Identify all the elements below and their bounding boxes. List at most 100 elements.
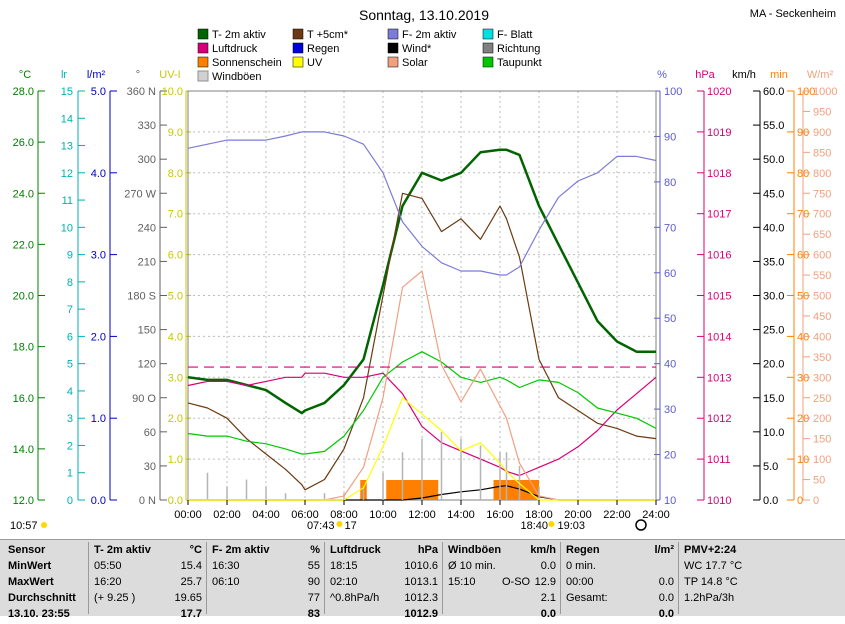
x-tick-label: 24:00 bbox=[642, 509, 670, 521]
axis-tick-label-lr: 7 bbox=[67, 304, 73, 316]
summary-panel: Sensor MinWert MaxWert Durchschnitt 13.10. 2… bbox=[0, 539, 845, 620]
series-line-t-2m-aktiv bbox=[187, 148, 656, 415]
summary-row: 05:50 15.4 bbox=[94, 560, 202, 576]
legend-sonnenschein-label: Sonnenschein bbox=[212, 57, 282, 69]
summary-cell-value: 2.1 bbox=[540, 592, 556, 604]
summary-row: TP 14.8 °C bbox=[684, 576, 834, 592]
axis-tick-label-solar: 500 bbox=[813, 291, 831, 303]
sunshine-bars bbox=[360, 480, 539, 500]
summary-row: (+ 9.25 ) 19.65 bbox=[94, 592, 202, 608]
summary-header-label: Sensor bbox=[8, 544, 46, 556]
sun-icon bbox=[336, 521, 343, 527]
summary-cell-value: 25.7 bbox=[180, 576, 202, 588]
summary-cell-label: 02:10 bbox=[330, 576, 358, 588]
summary-row: MaxWert bbox=[8, 576, 88, 592]
summary-column-separator bbox=[206, 542, 207, 614]
summary-cell-value: 55 bbox=[307, 560, 320, 572]
sunshine-bar bbox=[493, 480, 539, 500]
summary-row: 0 min. bbox=[566, 560, 674, 576]
axis-tick-label-solar: 900 bbox=[813, 127, 831, 139]
summary-row: 17.7 bbox=[94, 608, 202, 624]
x-tick-label: 00:00 bbox=[174, 509, 202, 521]
axis-tick-label-rain: 4.0 bbox=[91, 168, 106, 180]
axis-tick-label-dir: 330 bbox=[138, 120, 156, 132]
axis-unit-solar: W/m² bbox=[807, 69, 834, 81]
summary-cell-value: 12.9 bbox=[534, 576, 556, 588]
summary-cell-label: 16:30 bbox=[212, 560, 240, 572]
axis-tick-label-lr: 14 bbox=[61, 113, 73, 125]
summary-cell-value: 17.7 bbox=[180, 608, 202, 620]
summary-cell-label: 05:50 bbox=[94, 560, 122, 572]
axis-tick-label-dir: 30 bbox=[144, 461, 156, 473]
axis-tick-label-hum: 40 bbox=[664, 359, 676, 371]
summary-header-unit: l/m² bbox=[654, 544, 674, 556]
axis-tick-label-lr: 9 bbox=[67, 250, 73, 262]
legend-f2m-label: F- 2m aktiv bbox=[402, 29, 457, 41]
series-line-uv bbox=[188, 397, 656, 501]
legend-luftdruck-label: Luftdruck bbox=[212, 43, 258, 55]
legend-t2m-swatch bbox=[197, 28, 209, 40]
axis-tick-label-hum: 90 bbox=[664, 131, 676, 143]
summary-column-header: Sensor bbox=[8, 544, 88, 560]
summary-cell-label: Gesamt: bbox=[566, 592, 608, 604]
summary-header-label: PMV+2:24 bbox=[684, 544, 737, 556]
summary-header-label: Regen bbox=[566, 544, 600, 556]
summary-cell-label: 1.2hPa/3h bbox=[684, 592, 735, 604]
axis-tick-label-press: 1020 bbox=[707, 86, 731, 98]
sunrise-suffix: 17 bbox=[344, 520, 356, 532]
axis-tick-label-hum: 80 bbox=[664, 177, 676, 189]
axis-tick-label-solar: 400 bbox=[813, 331, 831, 343]
axis-tick-label-press: 1019 bbox=[707, 127, 731, 139]
summary-row bbox=[684, 608, 834, 624]
summary-column-separator bbox=[324, 542, 325, 614]
summary-row: 16:30 55 bbox=[212, 560, 320, 576]
axis-tick-label-temp: 18.0 bbox=[13, 342, 34, 354]
series-group bbox=[187, 131, 657, 501]
summary-column-separator bbox=[442, 542, 443, 614]
sun-moon-events: 10:57 07:43 17 18:40 19:03 bbox=[10, 519, 647, 532]
axis-tick-label-wind: 30.0 bbox=[763, 291, 784, 303]
axis-tick-label-min: 100 bbox=[797, 86, 815, 98]
axis-tick-label-lr: 5 bbox=[67, 359, 73, 371]
axis-tick-label-press: 1018 bbox=[707, 168, 731, 180]
summary-header-label: F- 2m aktiv bbox=[212, 544, 270, 556]
axis-unit-wind: km/h bbox=[732, 69, 756, 81]
summary-row: Gesamt: 0.0 bbox=[566, 592, 674, 608]
axis-tick-label-dir: 90 O bbox=[132, 393, 156, 405]
summary-column-header: Regen l/m² bbox=[566, 544, 674, 560]
axis-tick-label-wind: 0.0 bbox=[763, 495, 778, 507]
summary-cell-value: 0.0 bbox=[658, 576, 674, 588]
axis-unit-press: hPa bbox=[695, 69, 715, 81]
legend-uv-label: UV bbox=[307, 57, 323, 69]
axis-unit-hum: % bbox=[657, 69, 667, 81]
summary-row: 2.1 bbox=[448, 592, 556, 608]
summary-row: 15:10 O-SO 12.9 bbox=[448, 576, 556, 592]
axis-tick-label-hum: 70 bbox=[664, 222, 676, 234]
axis-tick-label-wind: 20.0 bbox=[763, 359, 784, 371]
summary-cell-extra: O-SO bbox=[502, 576, 531, 588]
axis-tick-label-hum: 10 bbox=[664, 495, 676, 507]
summary-row: Ø 10 min. 0.0 bbox=[448, 560, 556, 576]
summary-column: F- 2m aktiv% 16:30 55 06:10 90 77 83 bbox=[212, 544, 320, 624]
summary-row: ^0.8hPa/h 1012.3 bbox=[330, 592, 438, 608]
series-line-luftdruck bbox=[187, 372, 657, 477]
axis-unit-temp: °C bbox=[19, 69, 31, 81]
axis-tick-label-press: 1017 bbox=[707, 209, 731, 221]
axis-tick-label-dir: 180 S bbox=[127, 291, 156, 303]
axis-tick-label-dir: 150 bbox=[138, 325, 156, 337]
summary-cell-label: 13.10. 23:55 bbox=[8, 608, 70, 620]
axis-tick-label-temp: 20.0 bbox=[13, 291, 34, 303]
axis-tick-label-dir: 0 N bbox=[139, 495, 156, 507]
summary-column: T- 2m aktiv °C 05:50 15.4 16:20 25.7 (+ 9.25 )… bbox=[94, 544, 202, 624]
summary-row: 13.10. 23:55 bbox=[8, 608, 88, 624]
axis-tick-label-solar: 600 bbox=[813, 250, 831, 262]
summary-header-unit: km/h bbox=[530, 544, 556, 556]
axis-tick-label-dir: 270 W bbox=[124, 188, 156, 200]
summary-column-header: Windböen km/h bbox=[448, 544, 556, 560]
x-tick-label: 20:00 bbox=[564, 509, 592, 521]
axis-tick-label-solar: 350 bbox=[813, 352, 831, 364]
axis-tick-label-wind: 5.0 bbox=[763, 461, 778, 473]
axis-tick-label-solar: 1000 bbox=[813, 86, 837, 98]
summary-column-header: T- 2m aktiv °C bbox=[94, 544, 202, 560]
axis-tick-label-dir: 360 N bbox=[127, 86, 156, 98]
